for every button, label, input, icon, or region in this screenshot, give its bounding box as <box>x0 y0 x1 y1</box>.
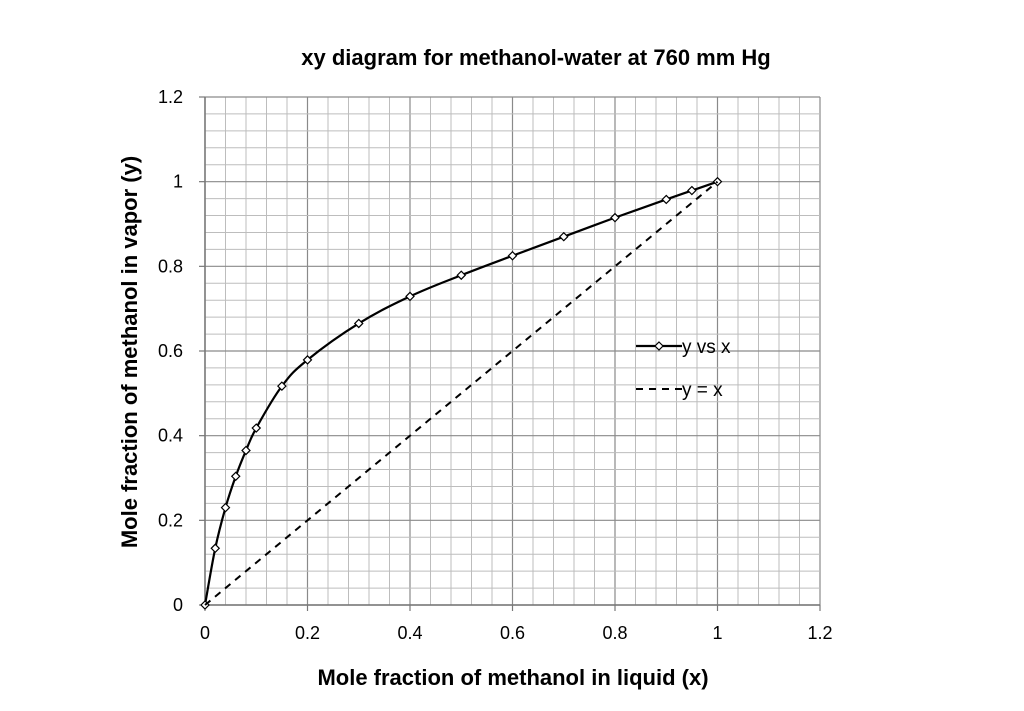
data-point <box>251 423 262 433</box>
grid <box>204 96 821 606</box>
x-axis-label: Mole fraction of methanol in liquid (x) <box>317 665 708 690</box>
data-point <box>241 445 251 456</box>
data-point <box>230 471 241 482</box>
series-y-equals-x <box>204 180 719 606</box>
y-tick-label: 0.2 <box>158 510 183 530</box>
chart-title: xy diagram for methanol-water at 760 mm … <box>301 45 770 70</box>
legend-marker <box>654 341 664 351</box>
data-point <box>302 355 313 365</box>
series-line-y-equals-x <box>204 180 719 606</box>
data-point <box>277 381 287 391</box>
x-tick-label: 0.6 <box>500 623 525 643</box>
data-point <box>558 231 569 242</box>
y-tick-label: 0.6 <box>158 341 183 361</box>
data-point <box>687 185 697 196</box>
x-tick-label: 1.2 <box>807 623 832 643</box>
series-layer <box>200 176 723 610</box>
y-axis-ticks: 0 0.2 0.4 0.6 0.8 1 1.2 <box>158 87 205 615</box>
x-tick-label: 0.4 <box>397 623 422 643</box>
x-tick-label: 1 <box>712 623 722 643</box>
data-point <box>353 318 364 329</box>
legend: y vs x y = x <box>636 337 731 401</box>
data-point <box>220 502 231 513</box>
data-point <box>456 270 467 281</box>
legend-label: y = x <box>682 380 723 401</box>
data-point <box>507 250 518 261</box>
y-tick-label: 1 <box>173 172 183 192</box>
y-tick-label: 0.8 <box>158 256 183 276</box>
y-tick-label: 0.4 <box>158 426 183 446</box>
data-point <box>712 176 723 187</box>
series-y-vs-x <box>200 176 723 610</box>
x-tick-label: 0.8 <box>602 623 627 643</box>
x-tick-label: 0 <box>200 623 210 643</box>
x-axis-ticks: 0 0.2 0.4 0.6 0.8 1 1.2 <box>200 605 833 643</box>
data-point <box>661 194 672 205</box>
data-point <box>610 212 620 223</box>
y-tick-label: 1.2 <box>158 87 183 107</box>
x-tick-label: 0.2 <box>295 623 320 643</box>
data-point <box>210 543 221 554</box>
y-tick-label: 0 <box>173 595 183 615</box>
data-point <box>405 291 415 302</box>
y-axis-label: Mole fraction of methanol in vapor (y) <box>117 156 142 548</box>
legend-label: y vs x <box>682 337 731 358</box>
